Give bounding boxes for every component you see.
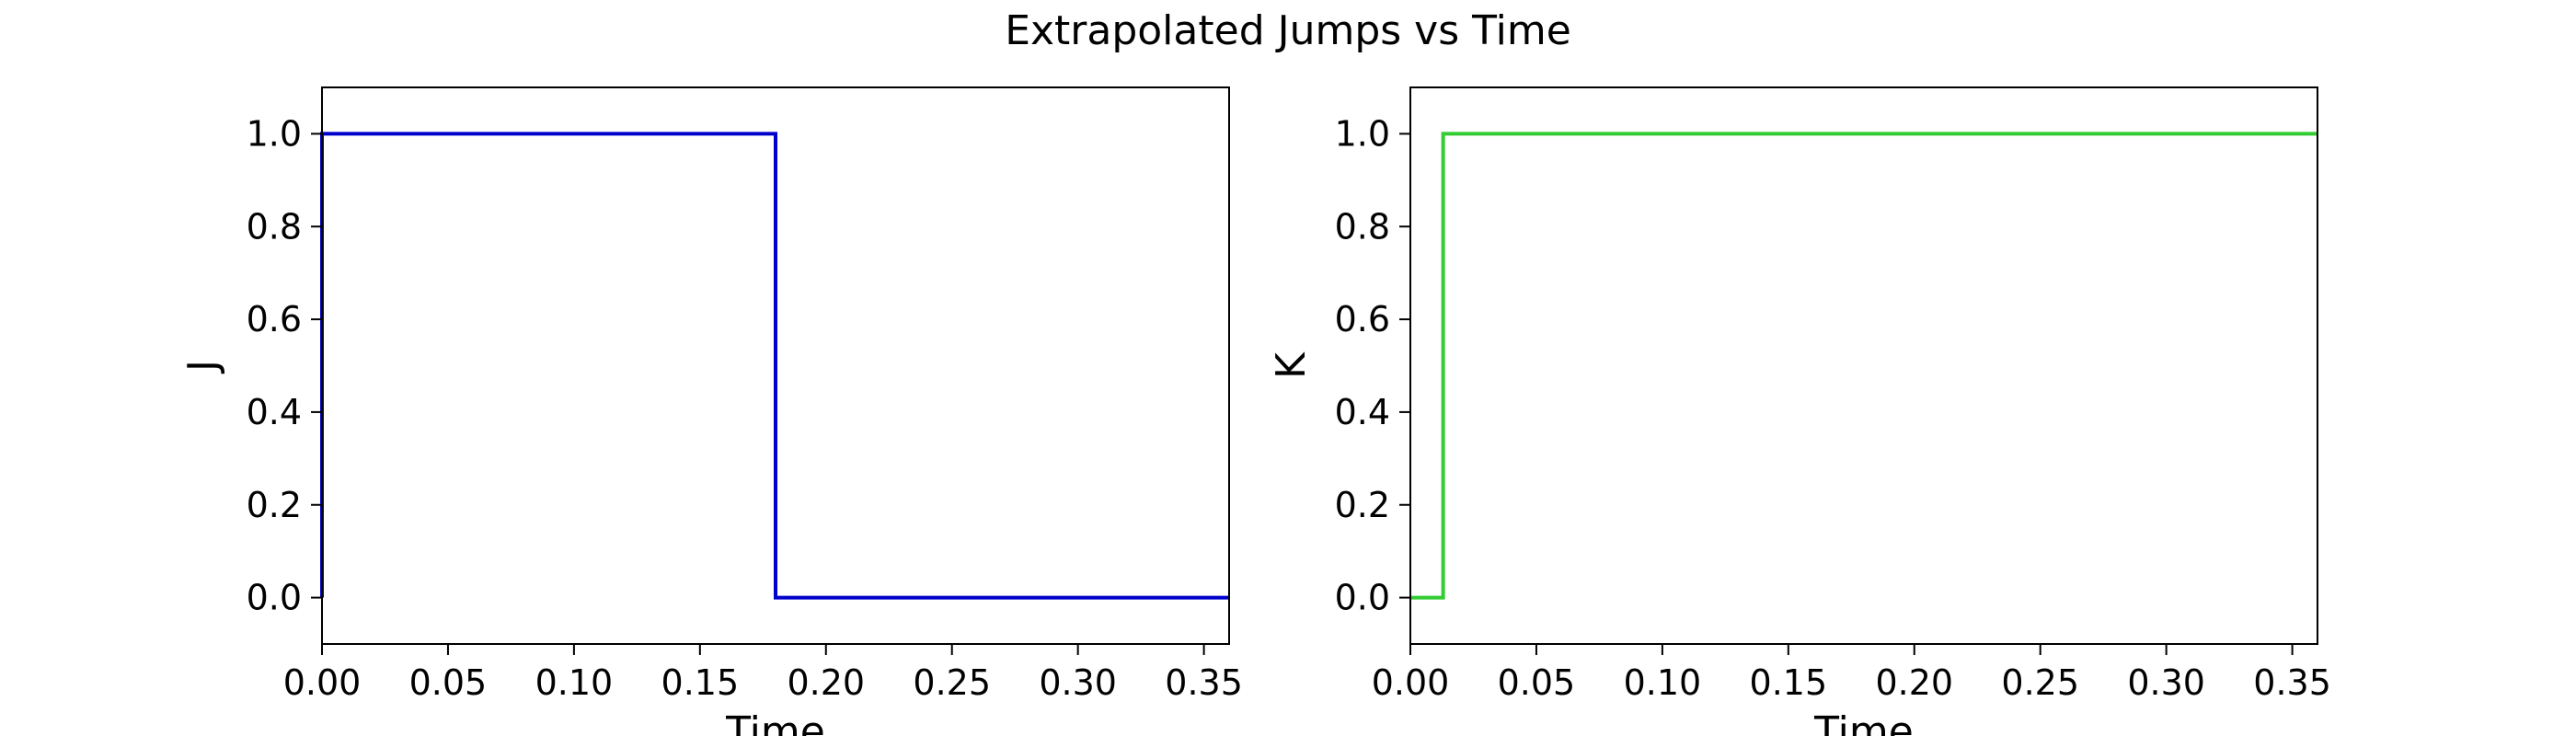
x-tick-label: 0.15 xyxy=(1750,662,1828,703)
y-tick-label: 0.8 xyxy=(247,206,302,247)
x-tick-label: 0.10 xyxy=(535,662,614,703)
x-tick-label: 0.30 xyxy=(2127,662,2205,703)
y-tick-label: 1.0 xyxy=(1335,113,1390,154)
chart-j: 0.00 0.05 0.10 0.15 0.20 0.25 0.30 0.35 0.0 0.2 0.… xyxy=(179,86,1243,736)
y-tick-label: 1.0 xyxy=(247,113,302,154)
x-tick-label: 0.05 xyxy=(1498,662,1576,703)
y-tick-label: 0.0 xyxy=(247,578,302,618)
x-axis-label: Time xyxy=(725,708,825,736)
series-line-0 xyxy=(1410,132,2317,600)
y-axis-label: J xyxy=(179,360,226,374)
x-tick-label: 0.35 xyxy=(2253,662,2331,703)
y-tick-label: 0.2 xyxy=(247,485,302,525)
series-line-0 xyxy=(320,132,1229,600)
y-tick-label: 0.6 xyxy=(247,299,302,339)
x-tick-label: 0.20 xyxy=(1875,662,1953,703)
figure-title: Extrapolated Jumps vs Time xyxy=(1005,7,1571,54)
x-tick-label: 0.30 xyxy=(1039,662,1117,703)
x-axis-label: Time xyxy=(1813,708,1914,736)
y-tick-label: 0.8 xyxy=(1335,206,1390,247)
y-tick-label: 0.6 xyxy=(1335,299,1390,339)
axes-frame xyxy=(1409,86,2318,645)
x-tick-label: 0.25 xyxy=(913,662,991,703)
x-tick-label: 0.00 xyxy=(283,662,362,703)
x-tick-label: 0.05 xyxy=(409,662,488,703)
y-tick-label: 0.0 xyxy=(1335,578,1390,618)
y-tick-label: 0.4 xyxy=(247,392,302,432)
x-tick-label: 0.35 xyxy=(1165,662,1243,703)
y-axis-label: K xyxy=(1268,351,1315,379)
x-tick-label: 0.10 xyxy=(1624,662,1702,703)
x-tick-label: 0.00 xyxy=(1372,662,1450,703)
axes-frame xyxy=(321,86,1230,645)
x-tick-label: 0.25 xyxy=(2001,662,2079,703)
x-tick-label: 0.15 xyxy=(661,662,740,703)
x-tick-label: 0.20 xyxy=(787,662,865,703)
y-tick-label: 0.2 xyxy=(1335,485,1390,525)
chart-k: 0.00 0.05 0.10 0.15 0.20 0.25 0.30 0.35 0.0 0.2 0.… xyxy=(1268,86,2331,736)
y-tick-label: 0.4 xyxy=(1335,392,1390,432)
